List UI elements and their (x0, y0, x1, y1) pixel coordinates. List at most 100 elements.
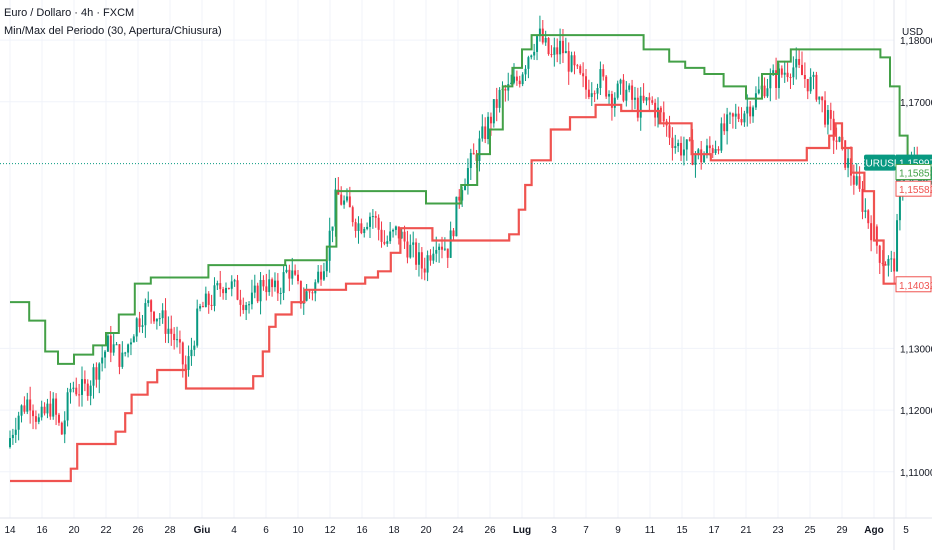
candle-body (524, 68, 527, 75)
candle-body (743, 113, 746, 123)
candle-body (559, 40, 562, 55)
candle-body (357, 223, 360, 231)
candle-body (14, 429, 17, 435)
candle-body (608, 93, 611, 97)
candle-body (294, 270, 297, 275)
candle-body (694, 155, 697, 165)
candle-body (265, 286, 268, 293)
candle-body (657, 107, 659, 118)
x-tick-label: 26 (132, 525, 144, 536)
candle-body (622, 79, 625, 101)
candle-body (521, 74, 524, 85)
candle-body (389, 231, 392, 242)
candle-body (262, 279, 265, 287)
candle-body (366, 226, 369, 229)
candle-body (299, 281, 302, 304)
candle-body (95, 367, 98, 380)
x-tick-label: Giu (194, 525, 211, 536)
candle-body (651, 100, 654, 103)
candle-body (898, 193, 901, 221)
candle-body (144, 303, 147, 326)
candle-body (585, 76, 587, 90)
candle-body (308, 291, 311, 293)
candle-body (847, 158, 850, 168)
candle-body (250, 292, 253, 305)
candle-body (178, 339, 181, 343)
x-tick-label: 17 (708, 525, 720, 536)
candle-body (380, 229, 383, 242)
candle-body (864, 210, 867, 212)
candle-body (570, 55, 573, 72)
x-tick-label: 12 (324, 525, 336, 536)
candle-body (423, 268, 426, 273)
candle-body (340, 194, 343, 205)
y-tick-label: 1,18000 (900, 36, 932, 47)
candle-body (835, 140, 838, 142)
candle-body (57, 414, 60, 423)
candle-body (625, 89, 628, 101)
candle-body (757, 89, 760, 94)
candle-body (492, 99, 495, 124)
candle-body (821, 96, 824, 101)
candle-body (259, 279, 262, 302)
candle-body (374, 216, 377, 218)
candle-body (596, 88, 599, 94)
candle-body (236, 280, 239, 300)
currency-unit-label[interactable]: USD (902, 27, 923, 38)
candle-body (809, 76, 812, 92)
candle-body (538, 28, 541, 37)
candle-body (147, 300, 150, 304)
candle-body (561, 40, 564, 54)
candle-body (173, 333, 176, 341)
candle-body (700, 149, 703, 163)
candle-body (826, 109, 829, 125)
candle-body (279, 292, 282, 294)
candle-body (112, 344, 115, 353)
candle-body (288, 269, 291, 279)
candle-body (844, 140, 847, 168)
candle-body (438, 246, 441, 250)
candle-body (677, 142, 680, 147)
candle-body (896, 220, 899, 272)
candle-body (435, 249, 438, 254)
candle-body (495, 99, 498, 108)
candle-body (510, 82, 513, 85)
candle-body (354, 222, 357, 231)
candle-body (69, 388, 72, 393)
candle-body (489, 116, 492, 124)
candle-body (801, 64, 803, 76)
candle-body (150, 300, 153, 312)
candle-body (20, 405, 23, 416)
candle-body (187, 356, 190, 370)
candle-body (513, 76, 515, 83)
candle-body (377, 217, 380, 230)
candle-body (132, 336, 135, 343)
candle-body (662, 112, 665, 122)
candle-body (153, 311, 155, 322)
candle-body (397, 226, 400, 239)
candle-body (631, 85, 634, 100)
candle-body (564, 51, 567, 54)
candle-body (92, 367, 95, 386)
candle-body (227, 287, 230, 289)
candle-body (115, 344, 118, 346)
candle-body (406, 241, 409, 258)
candle-body (213, 285, 216, 306)
candle-body (400, 231, 403, 239)
x-tick-label: 22 (100, 525, 112, 536)
candle-body (720, 123, 723, 151)
candle-body (204, 293, 207, 308)
candle-body (242, 304, 245, 311)
candle-body (754, 93, 757, 108)
candle-body (855, 176, 858, 185)
candle-body (697, 149, 700, 156)
x-tick-label: Lug (513, 525, 531, 536)
candle-body (219, 283, 222, 290)
x-tick-label: 11 (645, 525, 656, 536)
candle-body (66, 392, 69, 421)
candle-body (616, 83, 619, 98)
candle-body (415, 242, 418, 265)
candle-body (83, 379, 86, 384)
candle-body (305, 291, 308, 301)
